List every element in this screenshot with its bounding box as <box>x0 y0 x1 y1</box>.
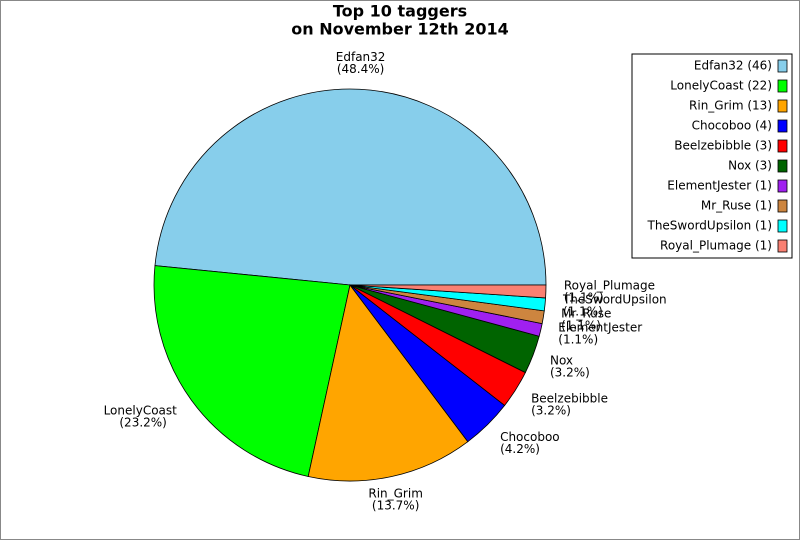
slice-percent: (48.4%) <box>337 62 384 76</box>
legend-box <box>631 53 793 259</box>
pie-slice <box>154 88 547 286</box>
slice-percent: (3.2%) <box>531 404 571 418</box>
slice-label: Edfan32 <box>336 50 386 64</box>
legend-label: Rin_Grim (13) <box>689 99 772 113</box>
legend-swatch <box>777 99 788 113</box>
slice-percent: (1.1%) <box>561 319 601 333</box>
legend-swatch <box>777 139 788 153</box>
legend-swatch <box>777 59 788 73</box>
legend-label: Beelzebibble (3) <box>674 139 772 153</box>
legend-label: ElementJester (1) <box>667 179 772 193</box>
chart-subtitle: on November 12th 2014 <box>291 20 508 39</box>
slice-label: TheSwordUpsilon <box>562 293 667 307</box>
legend-label: Chocoboo (4) <box>692 119 772 133</box>
legend-label: Nox (3) <box>728 159 772 173</box>
legend-label: LonelyCoast (22) <box>670 79 772 93</box>
pie-slice <box>349 284 547 299</box>
legend-label: Edfan32 (46) <box>694 59 772 73</box>
pie-slice <box>153 265 351 477</box>
slice-percent: (3.2%) <box>550 366 590 380</box>
legend-swatch <box>777 219 788 233</box>
slice-label: Beelzebibble <box>531 392 608 406</box>
slice-percent: (1.1%) <box>564 291 604 305</box>
slice-percent: (4.2%) <box>500 442 540 456</box>
chart-title: Top 10 taggers <box>333 2 467 21</box>
slice-label: Chocoboo <box>500 430 560 444</box>
legend-label: Mr_Ruse (1) <box>701 199 772 213</box>
slice-label: Mr_Ruse <box>561 307 611 321</box>
slice-label: Rin_Grim <box>368 487 423 501</box>
legend-swatch <box>777 79 788 93</box>
legend-label: TheSwordUpsilon (1) <box>646 219 772 233</box>
slice-percent: (1.1%) <box>563 305 603 319</box>
legend-swatch <box>777 239 788 253</box>
slice-percent: (1.1%) <box>558 333 598 347</box>
legend-swatch <box>777 119 788 133</box>
pie-slice <box>307 284 469 482</box>
slice-label: Royal_Plumage <box>564 279 655 293</box>
slice-label: ElementJester <box>558 321 642 335</box>
slice-label: LonelyCoast <box>104 403 178 417</box>
slice-percent: (23.2%) <box>119 415 166 429</box>
legend-swatch <box>777 199 788 213</box>
legend-swatch <box>777 179 788 193</box>
slice-percent: (13.7%) <box>372 499 419 513</box>
legend-swatch <box>777 159 788 173</box>
legend-label: Royal_Plumage (1) <box>660 239 772 253</box>
slice-label: Nox <box>550 354 573 368</box>
